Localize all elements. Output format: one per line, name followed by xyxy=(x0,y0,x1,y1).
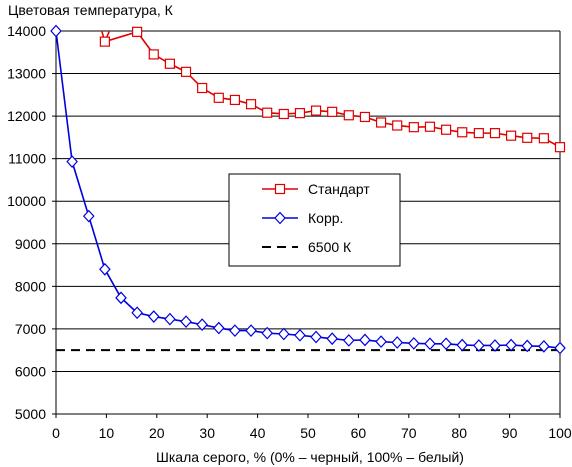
y-tick-label: 13000 xyxy=(7,66,46,82)
series-1-point xyxy=(554,341,566,355)
legend-label: 6500 К xyxy=(308,239,352,255)
series-1-point xyxy=(229,324,241,337)
series-0-point xyxy=(148,49,159,60)
y-tick-labels: 5000 6000 7000 8000 9000 10000 11000 12000 13000… xyxy=(7,23,46,422)
series-1-point xyxy=(277,327,290,341)
series-0-point xyxy=(229,94,241,106)
series-1-point xyxy=(50,24,62,38)
series-0-point xyxy=(538,133,549,144)
series-1-point xyxy=(440,337,452,351)
series-0-point xyxy=(343,110,354,121)
series-0-point xyxy=(554,142,566,153)
series-0-point xyxy=(132,26,143,37)
series-1-point xyxy=(359,333,371,347)
y-tick-label: 6000 xyxy=(15,363,46,379)
series-0-point xyxy=(164,58,176,69)
series-0-point xyxy=(262,107,273,118)
series-0-point xyxy=(180,66,192,77)
x-tick-label: 0 xyxy=(52,425,60,441)
x-tick-labels: 0 10 20 30 40 50 60 70 80 90 100 xyxy=(52,425,572,441)
series-0-point xyxy=(245,99,257,110)
series-0-point xyxy=(424,121,436,132)
y-tick-label: 11000 xyxy=(8,151,46,167)
y-tick-label: 10000 xyxy=(7,193,46,209)
legend-label: Корр. xyxy=(308,210,343,226)
plot-area xyxy=(50,24,566,355)
series-1-point xyxy=(538,339,550,353)
x-tick-label: 100 xyxy=(548,425,572,441)
series-1-point xyxy=(82,209,95,223)
series-1-point xyxy=(164,312,176,326)
x-tick-label: 80 xyxy=(451,425,467,441)
x-tick-label: 60 xyxy=(351,425,367,441)
series-0-point xyxy=(327,106,338,117)
series-0-point xyxy=(440,124,452,135)
legend-box xyxy=(228,173,401,267)
series-1-point xyxy=(131,306,143,320)
series-0-point xyxy=(359,111,371,123)
series-0-point xyxy=(506,130,517,141)
series-1-point xyxy=(245,324,257,337)
series-1-point xyxy=(66,155,78,169)
series-0-line xyxy=(104,31,560,148)
series-0-point xyxy=(522,132,533,143)
series-1-point xyxy=(147,310,160,323)
legend: Стандарт Корр. 6500 К xyxy=(228,173,401,267)
legend-swatch-marker xyxy=(274,211,286,225)
series-0-point xyxy=(489,128,501,139)
series-1-point xyxy=(473,339,485,352)
series-0-point xyxy=(457,127,468,138)
series-1-point xyxy=(408,336,420,350)
series-1-point xyxy=(424,337,436,351)
series-1-point xyxy=(261,326,273,340)
series-0-point xyxy=(294,108,306,119)
x-tick-label: 90 xyxy=(502,425,518,441)
series-1-point xyxy=(505,338,517,352)
series-0-point xyxy=(392,120,403,131)
y-tick-label: 5000 xyxy=(15,406,46,422)
series-1-point xyxy=(180,315,192,329)
series-markers xyxy=(50,24,566,355)
series-1-point xyxy=(115,291,127,305)
series-1-point xyxy=(391,336,404,349)
y-tick-label: 14000 xyxy=(7,23,46,39)
x-tick-label: 10 xyxy=(99,425,115,441)
x-tick-label: 50 xyxy=(300,425,316,441)
x-axis-title: Шкала серого, % (0% – черный, 100% – бел… xyxy=(156,449,464,465)
series-0-point xyxy=(408,122,419,133)
series-1-point xyxy=(456,338,469,352)
series-1-point xyxy=(521,339,534,353)
series-0-point xyxy=(278,108,289,120)
x-tick-label: 40 xyxy=(250,425,266,441)
series-1-point xyxy=(489,339,501,352)
series-1-point xyxy=(326,332,339,346)
x-tick-label: 20 xyxy=(149,425,165,441)
y-tick-label: 12000 xyxy=(7,108,46,124)
series-0-point xyxy=(473,128,484,139)
legend-swatch-marker xyxy=(274,183,286,195)
series-1-point xyxy=(375,335,387,349)
series-1-point xyxy=(212,321,225,335)
y-tick-label: 7000 xyxy=(15,321,46,337)
series-0-point xyxy=(99,36,110,47)
y-axis-title: Цветовая температура, К xyxy=(8,2,174,18)
x-tick-label: 30 xyxy=(199,425,215,441)
y-tick-label: 9000 xyxy=(15,236,46,252)
series-1-point xyxy=(310,330,322,344)
series-1-point xyxy=(99,262,111,276)
series-0-point xyxy=(197,82,208,94)
series-1-point xyxy=(294,328,306,342)
y-tick-label: 8000 xyxy=(15,278,46,294)
series-0-point xyxy=(375,117,387,128)
series-0-point xyxy=(213,92,224,103)
series-1-point xyxy=(343,333,355,347)
series-0-point xyxy=(310,105,322,116)
series-1-point xyxy=(196,318,208,332)
legend-label: Стандарт xyxy=(308,181,370,197)
x-tick-label: 70 xyxy=(401,425,417,441)
